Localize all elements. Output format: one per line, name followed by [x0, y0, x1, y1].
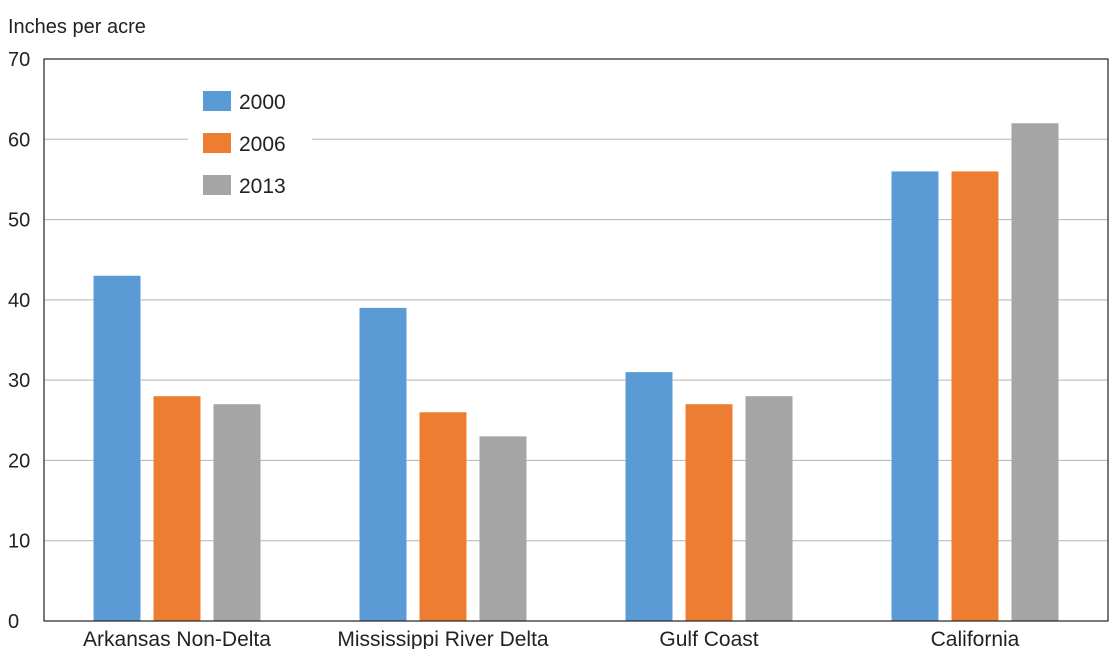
bar	[1011, 123, 1059, 621]
legend-label: 2006	[239, 133, 286, 156]
bar	[745, 396, 793, 621]
legend-swatch	[203, 175, 231, 195]
legend: 2000 2006 2013	[188, 84, 312, 204]
x-tick-label: Gulf Coast	[659, 628, 758, 649]
legend-label: 2013	[239, 175, 286, 198]
legend-label: 2000	[239, 91, 286, 114]
bars	[93, 123, 1059, 621]
y-tick-label: 50	[8, 210, 30, 232]
legend-swatch	[203, 133, 231, 153]
bar	[479, 436, 527, 621]
bar	[685, 404, 733, 621]
plot-frame	[43, 58, 1109, 622]
x-tick-label: California	[931, 628, 1020, 649]
x-tick-label: Mississippi River Delta	[337, 628, 549, 649]
y-axis-label: Inches per acre	[8, 16, 146, 38]
y-tick-label: 70	[8, 49, 30, 71]
bar	[93, 275, 141, 621]
y-axis-ticks: 0 10 20 30 40 50 60 70	[8, 49, 30, 633]
bar	[419, 412, 467, 621]
y-tick-label: 30	[8, 370, 30, 392]
y-tick-label: 20	[8, 450, 30, 472]
x-tick-label: Arkansas Non-Delta	[83, 628, 271, 649]
x-axis-ticks: Arkansas Non-Delta Mississippi River Delt…	[83, 628, 1020, 651]
bar	[359, 307, 407, 621]
bar	[951, 171, 999, 621]
bar	[891, 171, 939, 621]
legend-swatch	[203, 91, 231, 111]
bar	[625, 372, 673, 621]
y-tick-label: 60	[8, 129, 30, 151]
bar	[153, 396, 201, 621]
y-tick-label: 10	[8, 531, 30, 553]
y-tick-label: 40	[8, 290, 30, 312]
y-tick-label: 0	[8, 611, 19, 633]
bar	[213, 404, 261, 621]
